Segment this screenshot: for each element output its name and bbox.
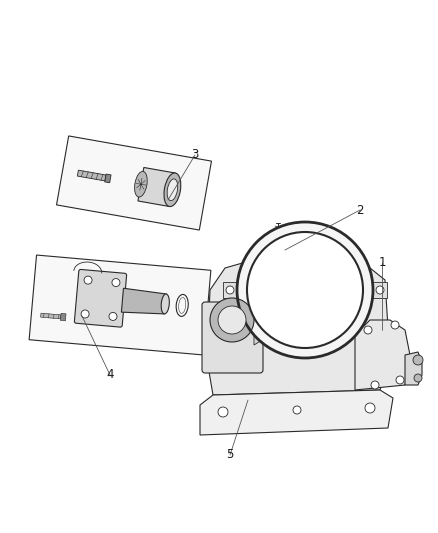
Ellipse shape	[161, 294, 170, 314]
Circle shape	[81, 310, 89, 318]
Polygon shape	[405, 352, 422, 385]
Circle shape	[112, 279, 120, 287]
Bar	[60, 313, 66, 321]
Circle shape	[371, 381, 379, 389]
Ellipse shape	[167, 179, 178, 200]
Circle shape	[218, 407, 228, 417]
Polygon shape	[254, 300, 262, 345]
Circle shape	[84, 276, 92, 284]
Circle shape	[109, 312, 117, 320]
FancyBboxPatch shape	[202, 302, 263, 373]
Circle shape	[413, 355, 423, 365]
Text: 5: 5	[226, 448, 234, 462]
Circle shape	[293, 406, 301, 414]
Circle shape	[210, 298, 254, 342]
Circle shape	[247, 232, 363, 348]
Bar	[78, 170, 106, 181]
Text: 4: 4	[106, 368, 114, 382]
Circle shape	[391, 321, 399, 329]
Circle shape	[376, 286, 384, 294]
Circle shape	[364, 326, 372, 334]
Polygon shape	[200, 390, 393, 435]
Circle shape	[365, 403, 375, 413]
Ellipse shape	[164, 173, 181, 207]
Polygon shape	[355, 320, 410, 390]
Text: 2: 2	[356, 204, 364, 216]
Circle shape	[414, 374, 422, 382]
Circle shape	[396, 376, 404, 384]
Text: 3: 3	[191, 149, 199, 161]
Bar	[275, 247, 285, 255]
Bar	[57, 136, 212, 230]
Circle shape	[218, 306, 246, 334]
Circle shape	[226, 286, 234, 294]
Polygon shape	[121, 288, 166, 314]
Bar	[29, 255, 211, 355]
Bar	[373, 282, 387, 298]
Polygon shape	[207, 255, 390, 395]
Text: 1: 1	[378, 256, 386, 270]
Ellipse shape	[134, 172, 147, 197]
Bar	[223, 282, 237, 298]
Bar	[41, 313, 61, 319]
Bar	[105, 174, 111, 183]
Circle shape	[237, 222, 373, 358]
Bar	[138, 167, 175, 206]
FancyBboxPatch shape	[74, 270, 127, 327]
